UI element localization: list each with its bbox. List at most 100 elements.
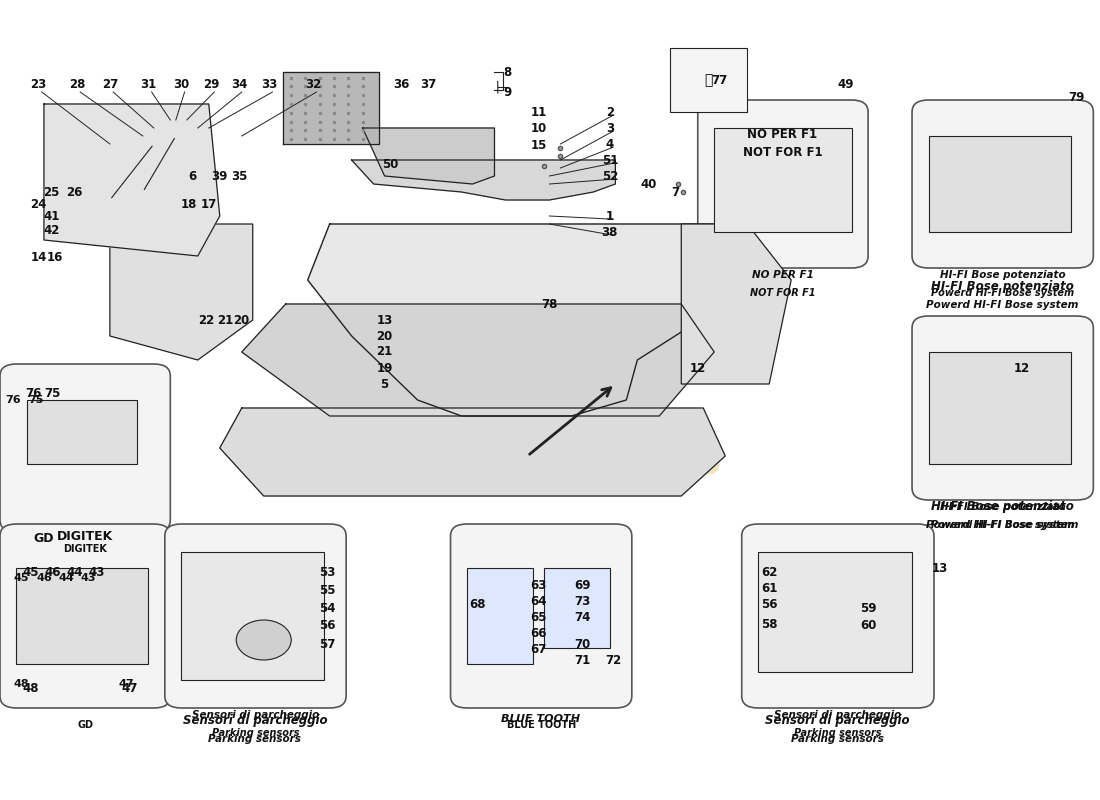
Text: 53: 53: [319, 566, 336, 578]
Bar: [714, 128, 851, 232]
Text: 34: 34: [231, 78, 248, 90]
Bar: [670, 48, 747, 112]
Text: 44: 44: [66, 566, 82, 578]
Text: 43: 43: [88, 566, 104, 578]
FancyBboxPatch shape: [912, 316, 1093, 500]
Text: 77: 77: [712, 74, 728, 86]
Bar: [758, 552, 912, 672]
Text: 75: 75: [29, 395, 44, 405]
Text: 5: 5: [381, 378, 388, 390]
Text: 68: 68: [470, 598, 486, 610]
Text: 6: 6: [188, 170, 197, 182]
Text: Parking sensors: Parking sensors: [794, 728, 881, 738]
Text: 28: 28: [68, 78, 85, 90]
Text: 12: 12: [690, 362, 706, 374]
Text: 22: 22: [198, 314, 214, 326]
Text: 54: 54: [319, 602, 336, 614]
Text: 78: 78: [541, 298, 558, 310]
Text: 50: 50: [382, 158, 398, 170]
Text: Powerd HI-FI Bose system: Powerd HI-FI Bose system: [926, 520, 1078, 530]
Bar: [182, 552, 324, 680]
Polygon shape: [110, 224, 253, 360]
Text: 72: 72: [605, 654, 621, 666]
Text: 21: 21: [376, 346, 393, 358]
Text: 7: 7: [672, 186, 680, 198]
Text: 10: 10: [530, 122, 547, 134]
Text: 40: 40: [640, 178, 657, 190]
Text: 52: 52: [602, 170, 618, 182]
Text: 42: 42: [44, 224, 59, 237]
Text: Parking sensors: Parking sensors: [209, 734, 301, 744]
Text: 16: 16: [47, 251, 63, 264]
Text: 62: 62: [761, 566, 778, 578]
Text: GD: GD: [77, 720, 94, 730]
Text: HI-FI Bose potenziato: HI-FI Bose potenziato: [931, 500, 1074, 513]
Text: 71: 71: [574, 654, 591, 666]
Text: 9: 9: [504, 86, 512, 98]
Text: 23: 23: [31, 78, 46, 90]
Bar: [928, 352, 1071, 464]
Text: 14: 14: [31, 251, 46, 264]
Text: 65: 65: [530, 611, 547, 624]
Text: 59: 59: [860, 602, 877, 614]
Text: 11: 11: [530, 106, 547, 118]
Bar: [468, 568, 532, 664]
Text: 66: 66: [530, 627, 547, 640]
Text: 20: 20: [376, 330, 393, 342]
Text: 1: 1: [606, 210, 614, 222]
Text: HI-FI Bose potenziato: HI-FI Bose potenziato: [931, 280, 1074, 293]
Text: 58: 58: [761, 618, 778, 630]
Text: Sensori di parcheggio: Sensori di parcheggio: [191, 710, 319, 720]
Text: 64: 64: [530, 595, 547, 608]
Text: 2: 2: [606, 106, 614, 118]
Text: 37: 37: [420, 78, 437, 90]
Text: 76: 76: [6, 395, 21, 405]
Text: 51: 51: [602, 154, 618, 166]
Text: 26: 26: [66, 186, 82, 198]
Text: 73: 73: [574, 595, 591, 608]
Polygon shape: [352, 160, 615, 200]
Text: 55: 55: [319, 584, 336, 597]
Text: BLUE TOOTH: BLUE TOOTH: [502, 714, 580, 723]
Text: 41: 41: [44, 210, 59, 222]
Text: 45: 45: [13, 573, 29, 582]
Text: 27: 27: [102, 78, 118, 90]
Text: 56: 56: [319, 619, 336, 632]
Bar: [543, 568, 609, 648]
Text: Powerd HI-FI Bose system: Powerd HI-FI Bose system: [931, 288, 1075, 298]
Text: gicloshop
since 1945: gicloshop since 1945: [487, 399, 722, 481]
Text: 13: 13: [932, 562, 947, 574]
Text: DIGITEK: DIGITEK: [63, 544, 107, 554]
Text: BLUE TOOTH: BLUE TOOTH: [507, 720, 575, 730]
Text: 60: 60: [860, 619, 877, 632]
Bar: [28, 400, 138, 464]
Text: 44: 44: [58, 573, 74, 582]
Text: 43: 43: [80, 573, 96, 582]
Polygon shape: [363, 128, 495, 184]
Text: 18: 18: [180, 198, 197, 210]
Polygon shape: [308, 224, 747, 416]
Text: 30: 30: [173, 78, 189, 90]
Text: 63: 63: [530, 579, 547, 592]
FancyBboxPatch shape: [697, 100, 868, 268]
Text: 32: 32: [305, 78, 321, 90]
Text: NO PER F1: NO PER F1: [752, 270, 814, 280]
Text: 4: 4: [606, 138, 614, 150]
Text: Parking sensors: Parking sensors: [791, 734, 883, 744]
Text: NOT FOR F1: NOT FOR F1: [750, 288, 816, 298]
Text: Powerd HI-FI Bose system: Powerd HI-FI Bose system: [931, 520, 1075, 530]
Text: 61: 61: [761, 582, 778, 594]
FancyBboxPatch shape: [912, 100, 1093, 268]
FancyBboxPatch shape: [0, 524, 170, 708]
Bar: [16, 568, 148, 664]
Text: HI-FI Bose potenziato: HI-FI Bose potenziato: [939, 502, 1066, 512]
Text: 70: 70: [574, 638, 591, 650]
Text: 15: 15: [530, 139, 547, 152]
Text: 48: 48: [22, 682, 38, 694]
Text: 31: 31: [140, 78, 156, 90]
Text: NO PER F1
NOT FOR F1: NO PER F1 NOT FOR F1: [742, 129, 822, 159]
Text: 45: 45: [22, 566, 38, 578]
Text: 56: 56: [761, 598, 778, 610]
Text: 47: 47: [121, 682, 138, 694]
Text: 39: 39: [211, 170, 228, 182]
